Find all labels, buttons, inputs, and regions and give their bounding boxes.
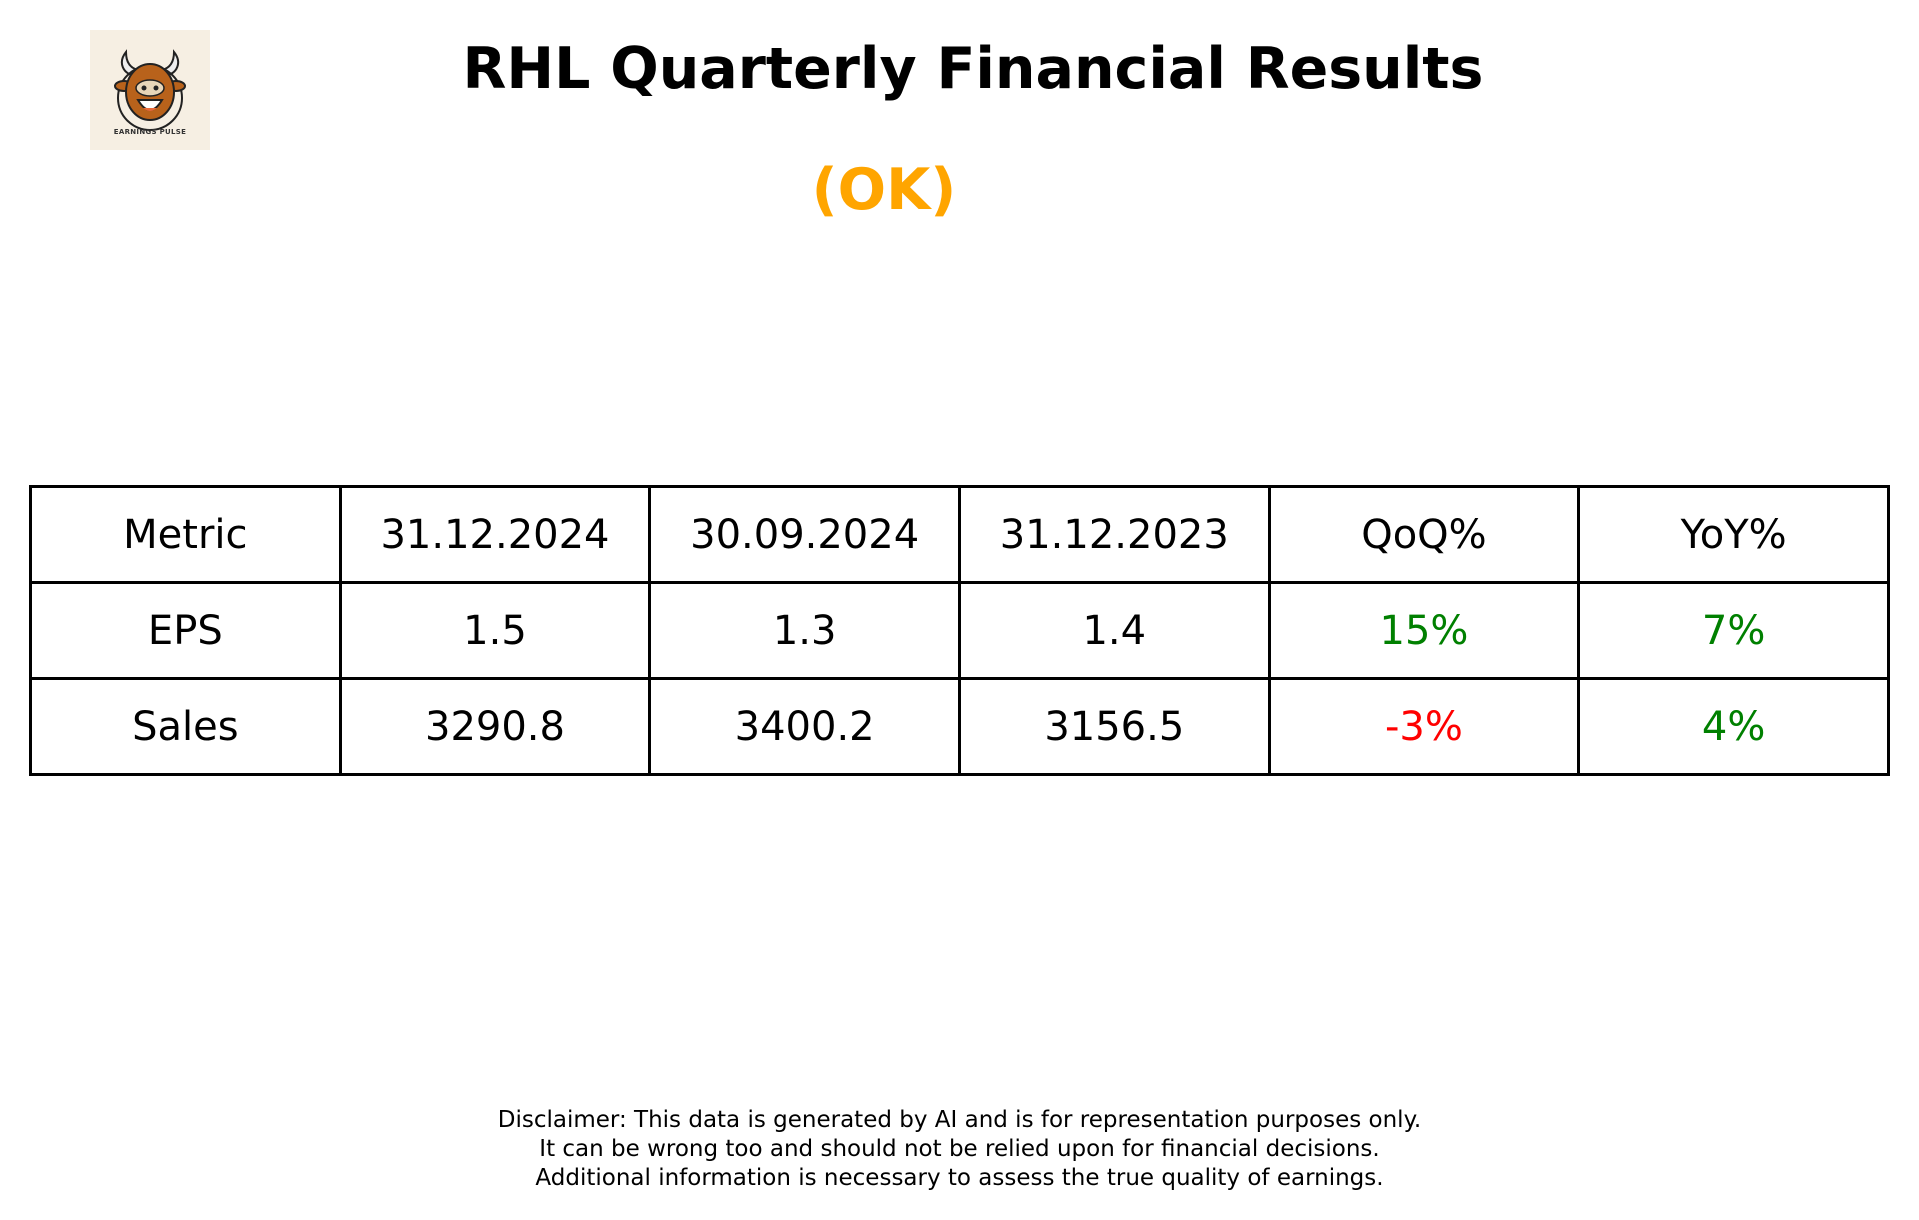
table-cell: 3156.5 bbox=[957, 677, 1271, 776]
table-cell: Sales bbox=[29, 677, 342, 776]
status-label: (OK) bbox=[811, 157, 957, 223]
table-cell: -3% bbox=[1267, 677, 1581, 776]
disclaimer-line: Disclaimer: This data is generated by AI… bbox=[497, 1107, 1422, 1133]
header-cell: Metric bbox=[29, 485, 342, 584]
disclaimer: Disclaimer: This data is generated by AI… bbox=[0, 1106, 1919, 1193]
table-cell: 1.4 bbox=[957, 581, 1271, 680]
table-header-row: Metric 31.12.2024 30.09.2024 31.12.2023 … bbox=[29, 485, 1890, 584]
results-table: Metric 31.12.2024 30.09.2024 31.12.2023 … bbox=[29, 485, 1890, 776]
header-cell: YoY% bbox=[1577, 485, 1890, 584]
bull-icon bbox=[114, 49, 186, 131]
table-cell: 3400.2 bbox=[648, 677, 961, 776]
table-row-eps: EPS 1.5 1.3 1.4 15% 7% bbox=[29, 581, 1890, 680]
table-cell: 15% bbox=[1267, 581, 1581, 680]
page-title: RHL Quarterly Financial Results bbox=[462, 36, 1484, 102]
header-cell: 30.09.2024 bbox=[648, 485, 961, 584]
header-cell: 31.12.2024 bbox=[338, 485, 652, 584]
table-cell: 7% bbox=[1577, 581, 1890, 680]
table-cell: 1.3 bbox=[648, 581, 961, 680]
table-cell: EPS bbox=[29, 581, 342, 680]
disclaimer-line: It can be wrong too and should not be re… bbox=[539, 1136, 1380, 1162]
table-cell: 4% bbox=[1577, 677, 1890, 776]
header-cell: 31.12.2023 bbox=[957, 485, 1271, 584]
table-cell: 1.5 bbox=[338, 581, 652, 680]
header-cell: QoQ% bbox=[1267, 485, 1581, 584]
earnings-pulse-logo: EARNINGS PULSE bbox=[90, 30, 210, 150]
disclaimer-line: Additional information is necessary to a… bbox=[535, 1165, 1384, 1191]
table-row-sales: Sales 3290.8 3400.2 3156.5 -3% 4% bbox=[29, 677, 1890, 776]
table-cell: 3290.8 bbox=[338, 677, 652, 776]
logo-text: EARNINGS PULSE bbox=[113, 128, 187, 136]
